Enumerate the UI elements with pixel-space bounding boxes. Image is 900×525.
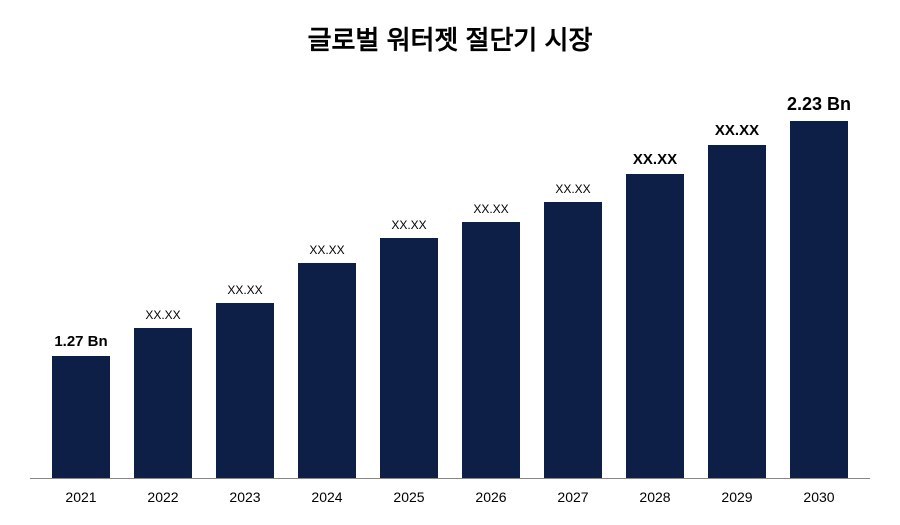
x-axis-label: 2030 — [778, 489, 860, 505]
bar-group: XX.XX — [532, 72, 614, 478]
bar-value-label: 2.23 Bn — [787, 94, 851, 115]
x-axis-label: 2021 — [40, 489, 122, 505]
x-axis-label: 2024 — [286, 489, 368, 505]
x-axis: 2021202220232024202520262027202820292030 — [30, 479, 870, 505]
plot-area: 1.27 Bn XX.XX XX.XX XX.XX XX.XX XX.XX XX.XX XX.… — [30, 72, 870, 505]
bar-group: 2.23 Bn — [778, 72, 860, 478]
bar-value-label: XX.XX — [555, 182, 590, 196]
bar-group: XX.XX — [286, 72, 368, 478]
x-axis-label: 2027 — [532, 489, 614, 505]
bar — [708, 145, 766, 478]
bar-value-label: XX.XX — [715, 122, 759, 139]
bar — [462, 222, 520, 478]
x-axis-label: 2028 — [614, 489, 696, 505]
x-axis-label: 2026 — [450, 489, 532, 505]
bar-group: XX.XX — [614, 72, 696, 478]
x-axis-label: 2029 — [696, 489, 778, 505]
bar-group: XX.XX — [368, 72, 450, 478]
bar — [298, 263, 356, 478]
bar-value-label: XX.XX — [633, 151, 677, 168]
bar-value-label: XX.XX — [309, 243, 344, 257]
bar — [380, 238, 438, 478]
bar — [52, 356, 110, 478]
chart-container: 글로벌 워터젯 절단기 시장 1.27 Bn XX.XX XX.XX XX.XX XX.… — [0, 0, 900, 525]
x-axis-label: 2023 — [204, 489, 286, 505]
bar-value-label: XX.XX — [227, 283, 262, 297]
bar-value-label: XX.XX — [473, 202, 508, 216]
x-axis-label: 2025 — [368, 489, 450, 505]
bar-group: XX.XX — [204, 72, 286, 478]
bar-value-label: XX.XX — [145, 308, 180, 322]
x-axis-label: 2022 — [122, 489, 204, 505]
bars-area: 1.27 Bn XX.XX XX.XX XX.XX XX.XX XX.XX XX.XX XX.… — [30, 72, 870, 479]
bar-value-label: 1.27 Bn — [54, 333, 107, 350]
bar-group: XX.XX — [450, 72, 532, 478]
bar — [626, 174, 684, 479]
bar — [544, 202, 602, 478]
bar-group: XX.XX — [696, 72, 778, 478]
bar-group: 1.27 Bn — [40, 72, 122, 478]
bar — [216, 303, 274, 478]
bar-group: XX.XX — [122, 72, 204, 478]
bar-value-label: XX.XX — [391, 218, 426, 232]
chart-title: 글로벌 워터젯 절단기 시장 — [30, 20, 870, 57]
bar — [134, 328, 192, 478]
bar — [790, 121, 848, 478]
